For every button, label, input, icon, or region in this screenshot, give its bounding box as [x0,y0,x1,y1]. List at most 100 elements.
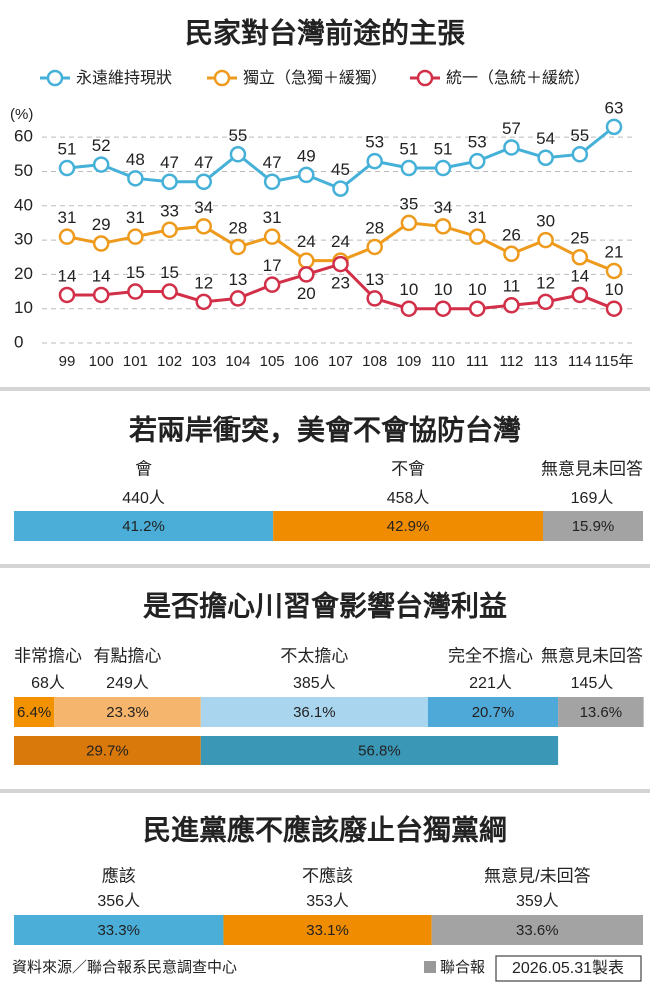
x-tick-label: 101 [123,353,148,370]
point [434,218,452,235]
bar-value-label: 20.7% [472,704,515,721]
count-label: 353人 [306,892,349,910]
data-label: 12 [536,273,555,292]
data-label: 51 [58,140,77,159]
data-label: 20 [297,284,316,303]
point [366,290,383,307]
data-label: 24 [331,232,350,251]
data-label: 15 [160,263,179,282]
data-label: 55 [570,126,589,145]
bar-segment [200,697,428,727]
legend-label: 獨立（急獨＋緩獨） [243,69,387,87]
point [605,300,623,317]
point [366,238,383,256]
x-tick-label: 106 [294,353,319,370]
category-label: 無意見未回答 [541,459,643,478]
point [503,245,520,263]
point [400,159,418,177]
data-label: 10 [434,280,453,299]
point [434,300,452,317]
category-label: 不太擔心 [280,646,348,665]
data-label: 13 [365,270,384,289]
bar-value-label: 56.8% [358,742,401,759]
point [400,300,418,317]
data-label: 52 [92,136,111,155]
separator [0,387,650,391]
x-tick-label: 104 [225,353,250,370]
data-label: 55 [228,126,247,145]
point [503,139,520,156]
y-tick-label: 40 [14,195,33,214]
y-axis-label: (%) [10,106,33,123]
data-label: 28 [228,218,247,237]
count-label: 169人 [571,489,614,507]
data-label: 54 [536,129,555,148]
x-tick-label: 100 [89,353,114,370]
point [605,118,623,136]
x-tick-label: 102 [157,353,182,370]
point [58,286,76,304]
count-label: 221人 [469,674,512,692]
x-tick-label: 99 [59,353,76,370]
data-label: 31 [126,208,145,227]
point [229,290,247,307]
point [161,283,178,300]
x-tick-label: 108 [362,353,387,370]
point [298,252,315,269]
source-note: 資料來源／聯合報系民意調查中心 [12,958,237,976]
y-tick-label: 30 [14,230,33,249]
data-label: 10 [605,280,624,299]
data-label: 47 [263,153,282,172]
bar-value-label: 41.2% [122,518,165,535]
point [298,266,315,283]
data-label: 34 [434,198,453,217]
data-label: 12 [194,273,213,292]
data-label: 14 [570,266,589,285]
category-label: 不會 [391,459,425,478]
data-label: 14 [58,266,77,285]
data-label: 24 [297,232,316,251]
bar-segment [542,511,643,541]
count-label: 458人 [387,489,430,507]
point [161,221,178,239]
point [537,149,554,166]
point [571,146,589,163]
separator [0,789,650,793]
category-label: 完全不擔心 [448,646,533,665]
bar-segment [14,511,274,541]
data-label: 28 [365,218,384,237]
x-tick-label: 105 [260,353,285,370]
point [400,214,418,232]
legend-label: 永遠維持現狀 [76,69,172,87]
bar-value-label: 6.4% [17,704,51,721]
data-label: 49 [297,146,316,165]
point [127,283,144,300]
data-label: 15 [126,263,145,282]
data-label: 30 [536,212,555,231]
x-tick-label: 113 [534,353,558,370]
data-label: 31 [468,208,487,227]
point [469,300,486,317]
data-label: 14 [92,266,111,285]
category-label: 無意見/未回答 [484,866,591,885]
bar-value-label: 29.7% [86,742,129,759]
point [229,238,247,256]
data-label: 10 [468,280,487,299]
x-tick-label: 110 [431,353,455,370]
point [229,146,247,163]
point [469,152,486,170]
point [469,228,486,245]
data-label: 13 [228,270,247,289]
x-tick-label: 112 [499,353,523,370]
category-label: 非常擔心 [14,646,82,665]
count-label: 145人 [571,674,614,692]
category-label: 不應該 [302,865,353,885]
point [434,159,452,177]
bar-value-label: 23.3% [106,704,149,721]
bar-segment [54,697,201,727]
data-label: 47 [194,153,213,172]
point [127,228,144,245]
bar-segment [14,736,201,765]
data-label: 57 [502,119,521,138]
